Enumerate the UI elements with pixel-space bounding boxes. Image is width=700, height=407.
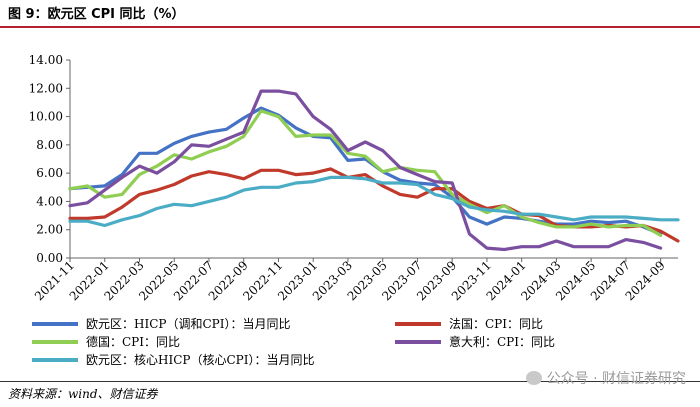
cpi-line-chart: 0.002.004.006.008.0010.0012.0014.002021-… (29, 53, 680, 367)
y-tick-label: 6.00 (36, 166, 63, 180)
series-line-5 (68, 175, 680, 228)
y-tick-label: 0.00 (36, 251, 63, 265)
y-tick-label: 4.00 (36, 194, 63, 208)
legend-label: 欧元区：HICP（调和CPI）：当月同比 (86, 317, 290, 331)
footer-rule (0, 381, 700, 382)
legend-label: 德国：CPI：同比 (86, 334, 180, 349)
legend-label: 法国：CPI：同比 (449, 317, 543, 331)
y-tick-label: 14.00 (29, 53, 63, 67)
wechat-icon (525, 371, 542, 385)
y-tick-label: 10.00 (29, 110, 63, 124)
title-rule (0, 26, 700, 28)
y-tick-label: 8.00 (36, 138, 63, 152)
chart-area: 0.00 2.00 4.00 6.00 8.00 10.00 12.00 14.00 2021-… (0, 30, 700, 378)
watermark: 公众号 · 财信证券研究 (525, 368, 686, 388)
source-note: 资料来源：wind、财信证券 (8, 387, 158, 401)
watermark-text: 公众号 · 财信证券研究 (546, 371, 686, 387)
legend-label: 意大利：CPI：同比 (449, 334, 555, 349)
series-line-3 (68, 109, 663, 237)
y-tick-label: 12.00 (29, 81, 63, 95)
y-tick-label: 2.00 (36, 223, 63, 237)
legend-label: 欧元区：核心HICP（核心CPI）：当月同比 (86, 353, 314, 367)
figure-title: 图 9：欧元区 CPI 同比（%） (8, 7, 185, 22)
series-line-1 (68, 106, 663, 236)
series-line-4 (68, 89, 663, 252)
